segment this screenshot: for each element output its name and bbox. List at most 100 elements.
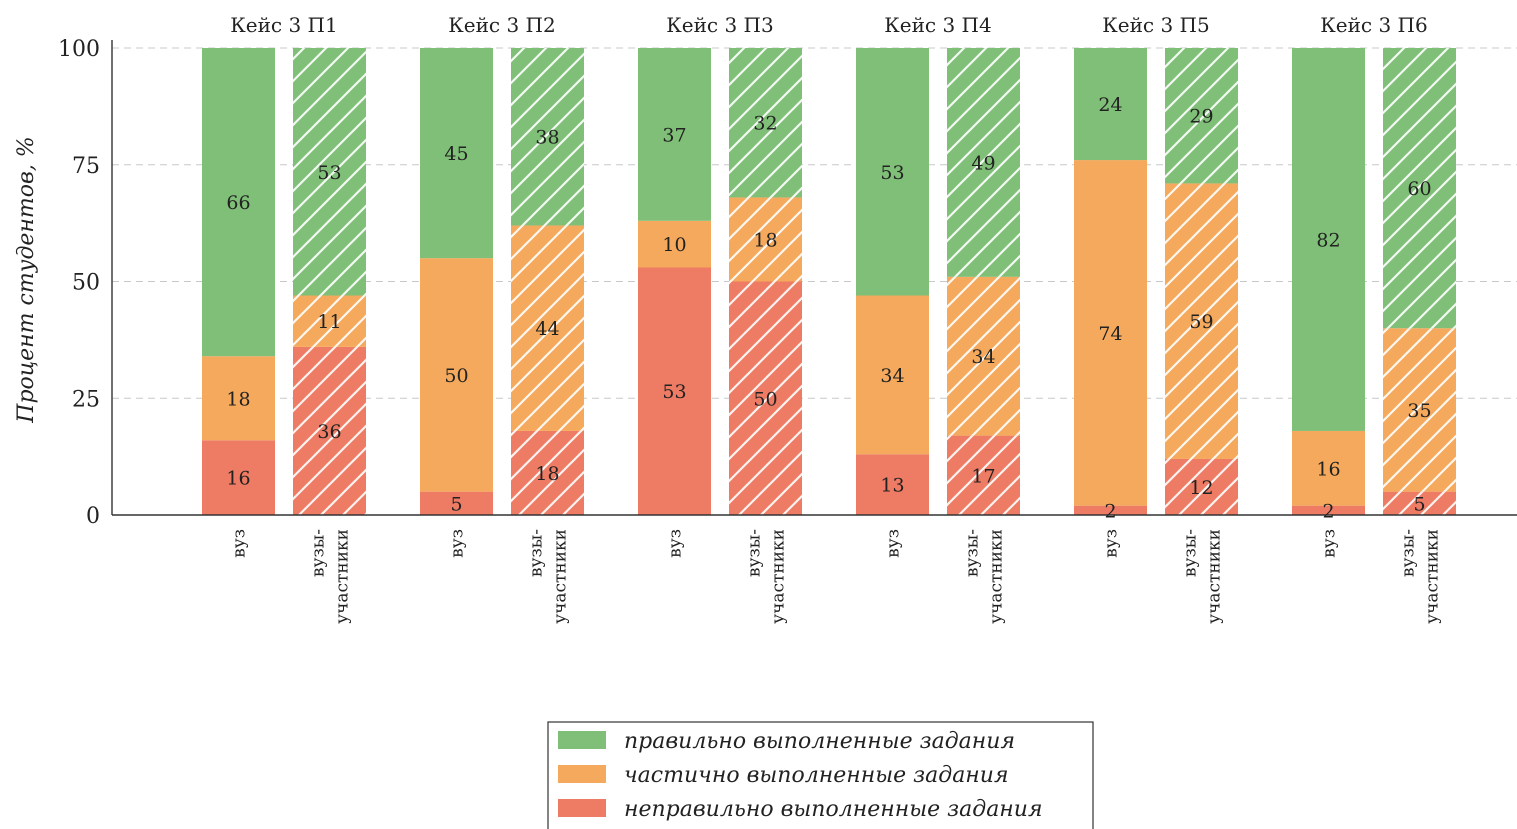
axes — [111, 40, 1517, 516]
legend-swatch — [558, 765, 606, 783]
data-label: 2 — [1322, 500, 1334, 522]
bar-segment — [202, 440, 275, 515]
x-tick-label: вузы- — [963, 529, 983, 577]
data-label: 50 — [444, 365, 468, 387]
x-tick-label: участники — [1205, 529, 1225, 624]
x-tick-label: вузы- — [745, 529, 765, 577]
data-label: 35 — [1407, 400, 1431, 422]
data-label: 45 — [444, 143, 468, 165]
legend: правильно выполненные задания частично вы… — [547, 721, 1094, 829]
bar-segment-hatch — [947, 48, 1020, 277]
x-tick-label: участники — [769, 529, 789, 624]
bar-segment-hatch — [1383, 491, 1456, 515]
data-label: 50 — [753, 388, 777, 410]
x-tick-label: участники — [987, 529, 1007, 624]
y-tick-label: 50 — [72, 271, 100, 296]
y-tick-label: 75 — [72, 154, 100, 179]
x-tick-label: вуз — [666, 529, 686, 558]
bar-segment — [420, 491, 493, 515]
data-label: 49 — [971, 152, 995, 174]
x-tick-label: вуз — [448, 529, 468, 558]
group-title: Кейс 3 П6 — [1320, 13, 1427, 37]
data-label: 37 — [662, 124, 686, 146]
data-label: 12 — [1189, 477, 1213, 499]
group-title: Кейс 3 П2 — [448, 13, 555, 37]
y-tick-label: 0 — [86, 504, 100, 529]
bar-segment — [856, 295, 929, 455]
bar-segment-hatch — [293, 295, 366, 347]
data-label: 5 — [1413, 493, 1425, 515]
x-tick-label: участники — [1423, 529, 1443, 624]
x-tick-label: участники — [333, 529, 353, 624]
y-tick-label: 100 — [58, 37, 100, 62]
bars — [202, 48, 1456, 515]
bar-segment-hatch — [729, 281, 802, 515]
data-label: 60 — [1407, 178, 1431, 200]
legend-box — [547, 721, 1094, 829]
data-label: 2 — [1104, 500, 1116, 522]
group-title: Кейс 3 П4 — [884, 13, 991, 37]
group-title: Кейс 3 П1 — [230, 13, 337, 37]
data-label: 17 — [971, 465, 995, 487]
x-tick-label: вуз — [1320, 529, 1340, 558]
bar-segment-hatch — [729, 197, 802, 282]
data-label: 11 — [317, 311, 341, 333]
data-label: 53 — [880, 162, 904, 184]
bar-segment — [638, 48, 711, 221]
group-title: Кейс 3 П3 — [666, 13, 773, 37]
legend-label: частично выполненные задания — [624, 763, 1009, 788]
bar-segment-hatch — [729, 48, 802, 198]
x-tick-label: вузы- — [309, 529, 329, 577]
data-label: 34 — [971, 346, 995, 368]
bar-segment-hatch — [947, 435, 1020, 515]
bar-segment — [1074, 505, 1147, 515]
x-tick-label: вузы- — [1181, 529, 1201, 577]
bar-segment — [1074, 48, 1147, 161]
bar-segment — [638, 220, 711, 268]
bar-segment — [1292, 430, 1365, 506]
bar-segment-hatch — [947, 276, 1020, 436]
bar-segment — [202, 356, 275, 441]
data-label: 38 — [535, 127, 559, 149]
bar-segment-hatch — [511, 225, 584, 431]
bar-segment — [202, 48, 275, 357]
data-label: 44 — [535, 318, 559, 340]
bar-segment-hatch — [1383, 328, 1456, 492]
data-label: 82 — [1316, 229, 1340, 251]
bar-segment-hatch — [1165, 48, 1238, 184]
data-label: 59 — [1189, 311, 1213, 333]
legend-swatch — [558, 731, 606, 749]
data-label: 24 — [1098, 94, 1122, 116]
bar-segment — [856, 454, 929, 515]
data-label: 16 — [1316, 458, 1340, 480]
data-label: 5 — [450, 493, 462, 515]
x-tick-label: вуз — [1102, 529, 1122, 558]
data-label: 53 — [317, 162, 341, 184]
x-tick-label: вуз — [884, 529, 904, 558]
data-label: 13 — [880, 475, 904, 497]
bar-segment — [1292, 505, 1365, 515]
x-tick-label: вуз — [230, 529, 250, 558]
legend-label: правильно выполненные задания — [624, 729, 1015, 754]
bar-segment-hatch — [511, 430, 584, 515]
bar-segment — [856, 48, 929, 296]
data-label: 18 — [753, 229, 777, 251]
bar-segment-hatch — [1383, 48, 1456, 329]
bar-segment-hatch — [293, 48, 366, 296]
y-tick-label: 25 — [72, 387, 100, 412]
data-label: 32 — [753, 113, 777, 135]
data-label: 53 — [662, 381, 686, 403]
data-label: 34 — [880, 365, 904, 387]
x-tick-label: участники — [551, 529, 571, 624]
data-label: 36 — [317, 421, 341, 443]
legend-label: неправильно выполненные задания — [624, 797, 1043, 822]
x-tick-label: вузы- — [527, 529, 547, 577]
data-label: 18 — [535, 463, 559, 485]
data-label: 29 — [1189, 106, 1213, 128]
bar-segment-hatch — [1165, 183, 1238, 459]
bar-segment — [1292, 48, 1365, 431]
data-label: 74 — [1098, 323, 1122, 345]
legend-swatch — [558, 799, 606, 817]
